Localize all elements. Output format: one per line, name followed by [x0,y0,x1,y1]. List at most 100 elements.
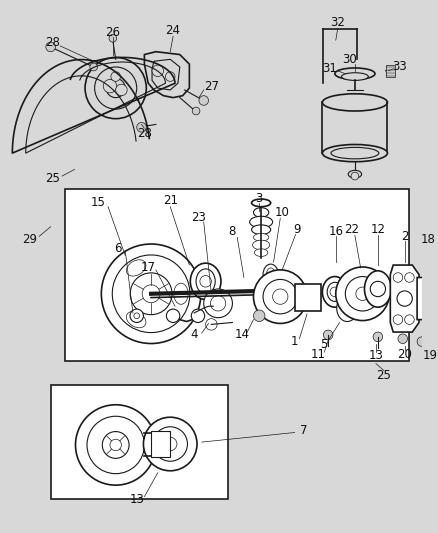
Text: 19: 19 [423,350,438,362]
Text: 20: 20 [397,348,412,360]
Circle shape [75,405,156,485]
Text: 16: 16 [328,225,343,238]
Circle shape [191,309,205,322]
Ellipse shape [127,311,146,328]
Text: 13: 13 [368,350,383,362]
Text: 13: 13 [129,493,144,506]
Circle shape [106,78,125,98]
Text: 21: 21 [163,195,178,207]
Text: 4: 4 [191,328,198,342]
Circle shape [272,289,288,304]
Text: 30: 30 [342,53,357,66]
Circle shape [46,42,55,52]
Circle shape [393,315,403,325]
Circle shape [101,244,201,344]
Ellipse shape [127,260,146,276]
Circle shape [370,281,385,297]
Text: 29: 29 [22,233,37,246]
Circle shape [143,417,197,471]
Circle shape [130,273,172,314]
Text: 3: 3 [255,191,263,205]
Circle shape [130,309,143,322]
Ellipse shape [331,147,379,159]
Circle shape [134,313,140,319]
Circle shape [373,332,383,342]
Circle shape [163,437,177,451]
Circle shape [405,273,414,282]
Text: 26: 26 [105,26,120,39]
Bar [385,65,395,77]
Text: 33: 33 [392,60,407,74]
Ellipse shape [342,72,368,80]
Ellipse shape [254,208,269,217]
Circle shape [152,65,163,77]
Text: 24: 24 [166,24,180,37]
Ellipse shape [322,277,347,307]
Text: 14: 14 [234,328,250,342]
Circle shape [356,287,369,301]
Bar [295,284,321,311]
Polygon shape [390,265,419,332]
Circle shape [87,416,145,474]
Ellipse shape [364,271,391,307]
Ellipse shape [254,249,268,256]
Ellipse shape [266,268,275,281]
Circle shape [112,255,190,333]
Ellipse shape [322,144,388,161]
Circle shape [109,35,117,42]
Text: 8: 8 [229,225,236,238]
Circle shape [336,267,389,320]
Circle shape [323,330,333,340]
Circle shape [103,79,117,93]
Circle shape [393,273,403,282]
Ellipse shape [174,283,188,304]
Polygon shape [145,52,189,98]
Text: 7: 7 [300,424,308,437]
Bar [151,431,170,457]
Ellipse shape [348,171,362,178]
Bar [51,385,228,499]
Ellipse shape [250,216,272,228]
Circle shape [142,285,160,303]
Ellipse shape [335,68,375,79]
Text: 28: 28 [45,36,60,49]
Ellipse shape [263,264,279,285]
Circle shape [137,123,146,132]
Text: 28: 28 [137,127,152,141]
Ellipse shape [251,199,271,207]
Circle shape [345,277,380,311]
Text: 25: 25 [376,369,391,382]
Circle shape [90,63,98,71]
Circle shape [102,432,129,458]
Circle shape [110,439,121,451]
Text: 27: 27 [204,79,219,93]
Circle shape [204,289,233,318]
Circle shape [254,270,307,324]
Text: 2: 2 [401,230,408,243]
Circle shape [200,276,212,287]
Text: 17: 17 [141,261,156,274]
Ellipse shape [191,263,221,300]
Circle shape [210,296,226,311]
Ellipse shape [254,233,269,241]
Text: 31: 31 [323,62,337,75]
Text: 9: 9 [294,223,301,236]
Circle shape [330,287,339,297]
Bar [65,189,410,361]
Circle shape [417,337,427,346]
Text: 6: 6 [114,243,121,255]
Text: 12: 12 [371,223,385,236]
Ellipse shape [251,225,271,235]
Circle shape [397,291,412,306]
Circle shape [199,96,208,105]
Circle shape [263,279,297,314]
Circle shape [166,72,175,82]
Text: 5: 5 [320,338,327,351]
Circle shape [343,303,352,313]
Text: 11: 11 [311,348,326,360]
Text: 25: 25 [45,173,60,185]
Circle shape [95,67,137,109]
Ellipse shape [253,240,270,250]
Circle shape [116,84,127,96]
Circle shape [153,427,187,461]
